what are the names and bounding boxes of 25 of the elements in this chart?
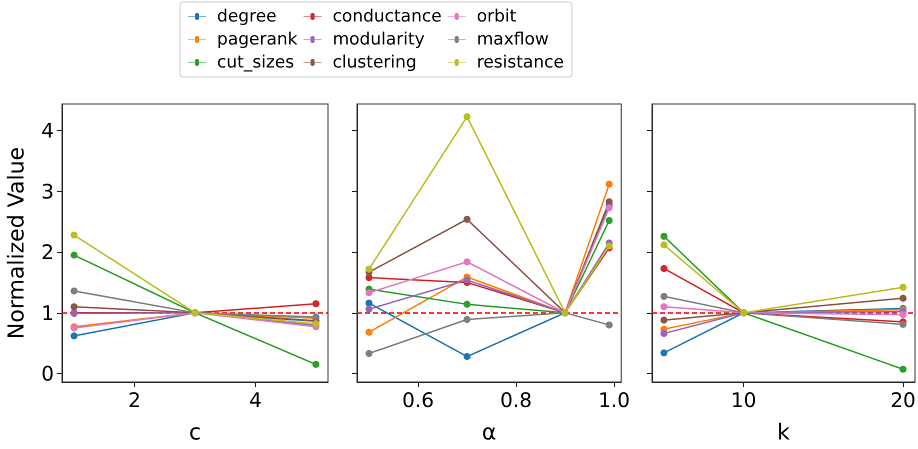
x-tick-label: 0.8 bbox=[500, 388, 532, 412]
y-tick-label: 2 bbox=[41, 240, 54, 264]
x-axis-title: c bbox=[188, 420, 202, 446]
x-tick-label: 1.0 bbox=[598, 388, 630, 412]
legend-label: orbit bbox=[476, 6, 517, 26]
legend-label: degree bbox=[217, 6, 277, 26]
x-tick-label: 10 bbox=[730, 388, 756, 412]
y-axis-title: Normalized Value bbox=[4, 146, 30, 340]
x-tick-label: 4 bbox=[249, 388, 262, 412]
x-tick-label: 2 bbox=[128, 388, 141, 412]
legend-label: cut_sizes bbox=[217, 52, 294, 72]
legend-label: resistance bbox=[476, 52, 564, 72]
x-tick-label: 0.6 bbox=[402, 388, 434, 412]
y-tick-label: 4 bbox=[41, 118, 54, 143]
legend-label: conductance bbox=[332, 6, 442, 26]
y-tick-label: 3 bbox=[41, 179, 54, 204]
x-axis-title: α bbox=[482, 420, 496, 446]
legend-label: maxflow bbox=[476, 30, 549, 50]
x-axis-title: k bbox=[777, 420, 790, 446]
x-tick-label: 20 bbox=[890, 388, 916, 412]
legend-label: pagerank bbox=[217, 30, 298, 50]
y-tick-label: 1 bbox=[41, 300, 54, 325]
legend-label: clustering bbox=[332, 52, 417, 72]
y-tick-label: 0 bbox=[41, 362, 54, 386]
legend-label: modularity bbox=[332, 30, 425, 50]
